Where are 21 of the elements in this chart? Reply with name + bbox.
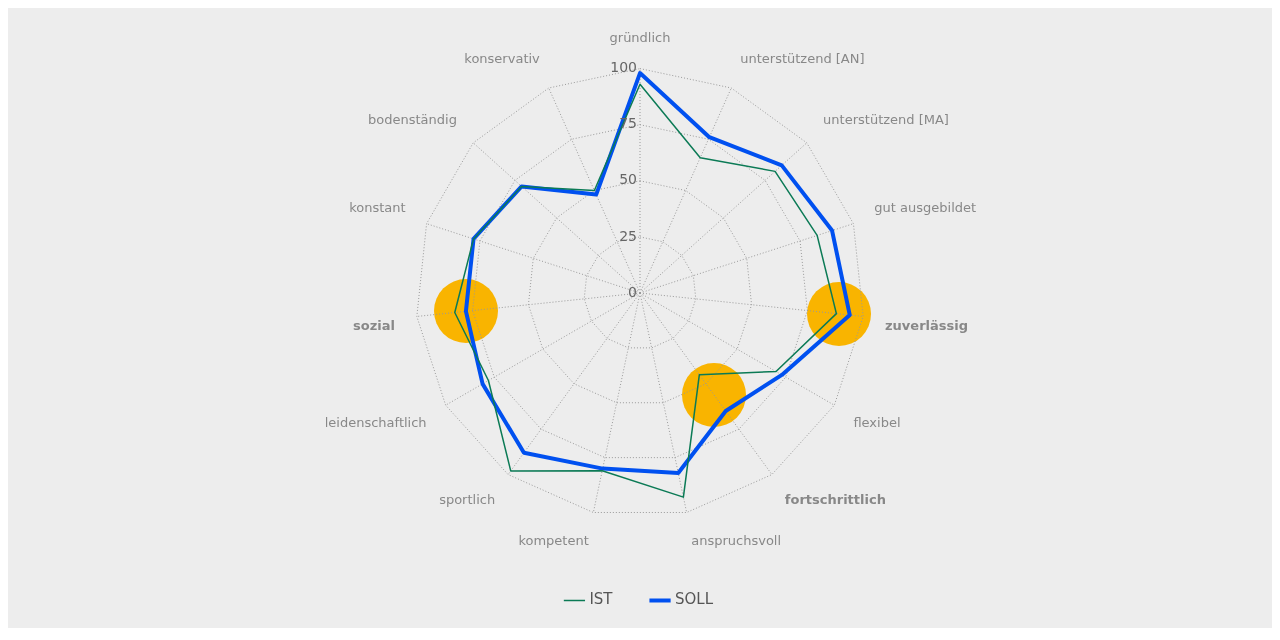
legend-label: SOLL [675, 590, 714, 609]
spoke-label: konstant [349, 200, 406, 216]
spoke-label: sportlich [439, 491, 496, 507]
y-tick-label: 25 [619, 227, 637, 244]
y-tick-label: 50 [619, 171, 637, 188]
spoke-label: sozial [353, 317, 395, 333]
spoke-label: leidenschaftlich [324, 415, 427, 431]
spoke-label: gründlich [609, 30, 671, 46]
spoke-label: fortschrittlich [784, 491, 886, 507]
spoke-label: zuverlässig [885, 317, 969, 333]
spoke-label: flexibel [853, 415, 901, 431]
spoke-label: kompetent [518, 533, 589, 549]
spoke-label: unterstützend [MA] [823, 111, 949, 127]
legend-label: IST [589, 590, 614, 609]
spoke-label: anspruchsvoll [691, 533, 782, 549]
y-tick-label: 100 [610, 59, 637, 76]
spoke-label: unterstützend [AN] [740, 51, 865, 67]
spoke-label: gut ausgebildet [874, 200, 977, 216]
spoke-label: bodenständig [368, 111, 457, 127]
y-tick-label: 0 [628, 283, 637, 300]
spoke-label: konservativ [464, 51, 541, 67]
